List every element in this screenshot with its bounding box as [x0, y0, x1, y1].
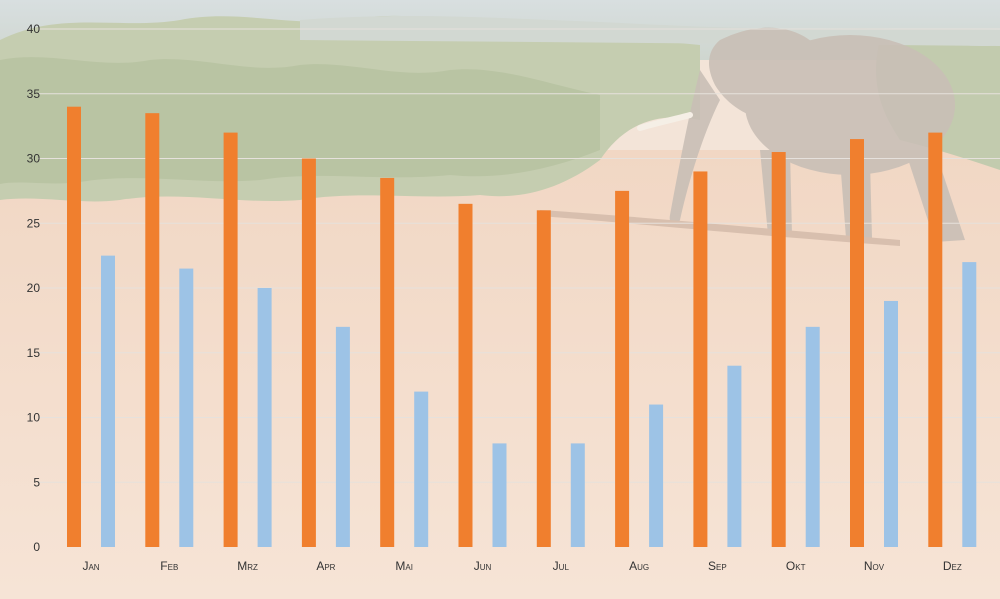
bar-series-2-mrz	[257, 288, 272, 547]
y-tick-label: 10	[27, 411, 41, 425]
bar-series-1-okt	[771, 152, 786, 547]
x-category-label: Jul	[553, 559, 570, 573]
bar-series-1-mrz	[223, 132, 238, 547]
x-category-label: Okt	[786, 559, 806, 573]
bar-series-1-mai	[380, 177, 395, 548]
bar-series-2-jun	[492, 443, 507, 547]
x-category-label: Sep	[708, 559, 727, 573]
bar-series-2-okt	[805, 326, 820, 547]
bar-series-2-jul	[570, 443, 585, 547]
x-category-label: Feb	[160, 559, 178, 573]
bar-series-2-nov	[884, 300, 898, 547]
y-tick-label: 0	[33, 540, 40, 554]
bar-series-1-jan	[67, 106, 81, 547]
y-tick-label: 40	[27, 22, 41, 36]
y-tick-label: 25	[27, 216, 41, 230]
bar-series-1-feb	[145, 113, 160, 548]
bar-series-1-nov	[850, 139, 864, 547]
bar-series-1-jun	[458, 203, 473, 547]
bar-series-1-apr	[301, 158, 316, 547]
x-category-label: Dez	[943, 559, 962, 573]
bar-series-2-feb	[179, 268, 194, 547]
bar-series-2-apr	[335, 326, 350, 547]
y-tick-label: 35	[27, 87, 41, 101]
bar-series-2-mai	[414, 391, 429, 547]
bars	[67, 106, 977, 548]
bar-series-1-sep	[693, 171, 708, 547]
y-tick-label: 15	[27, 346, 41, 360]
x-category-label: Aug	[629, 559, 649, 573]
bar-series-1-dez	[928, 132, 943, 547]
x-category-label: Jun	[474, 559, 492, 573]
y-tick-label: 30	[27, 152, 41, 166]
bar-series-1-jul	[536, 210, 551, 548]
x-category-label: Mai	[395, 559, 413, 573]
y-tick-label: 20	[27, 281, 41, 295]
x-category-label: Nov	[864, 559, 885, 573]
x-category-label: Mrz	[237, 559, 258, 573]
x-category-label: Jan	[82, 559, 99, 573]
x-category-label: Apr	[316, 559, 335, 573]
y-tick-label: 5	[33, 475, 40, 489]
bar-series-1-aug	[615, 190, 630, 547]
bar-series-2-jan	[101, 255, 115, 547]
gridlines	[38, 28, 1000, 483]
bar-series-2-dez	[962, 262, 977, 547]
bar-series-2-aug	[649, 404, 664, 547]
x-axis-category-labels: Jan Feb Mrz Apr Mai Jun Jul Aug Sep Okt Nov Dez	[82, 559, 961, 573]
bar-series-2-sep	[727, 365, 742, 547]
y-axis-tick-labels: 0 5 10 15 20 25 30 35 40	[27, 22, 41, 554]
